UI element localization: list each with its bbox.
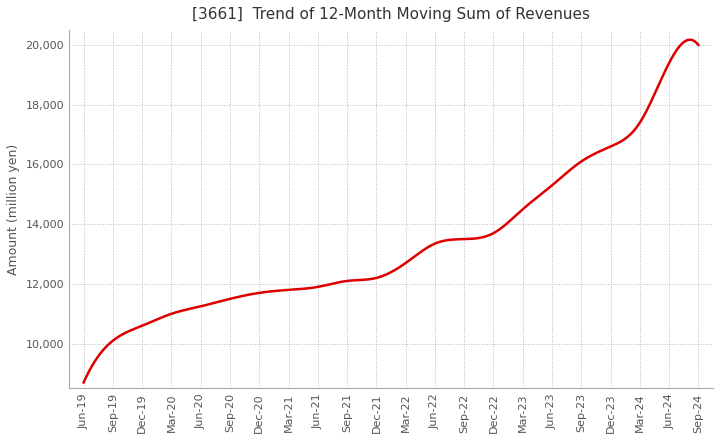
Y-axis label: Amount (million yen): Amount (million yen) <box>7 143 20 275</box>
Title: [3661]  Trend of 12-Month Moving Sum of Revenues: [3661] Trend of 12-Month Moving Sum of R… <box>192 7 590 22</box>
